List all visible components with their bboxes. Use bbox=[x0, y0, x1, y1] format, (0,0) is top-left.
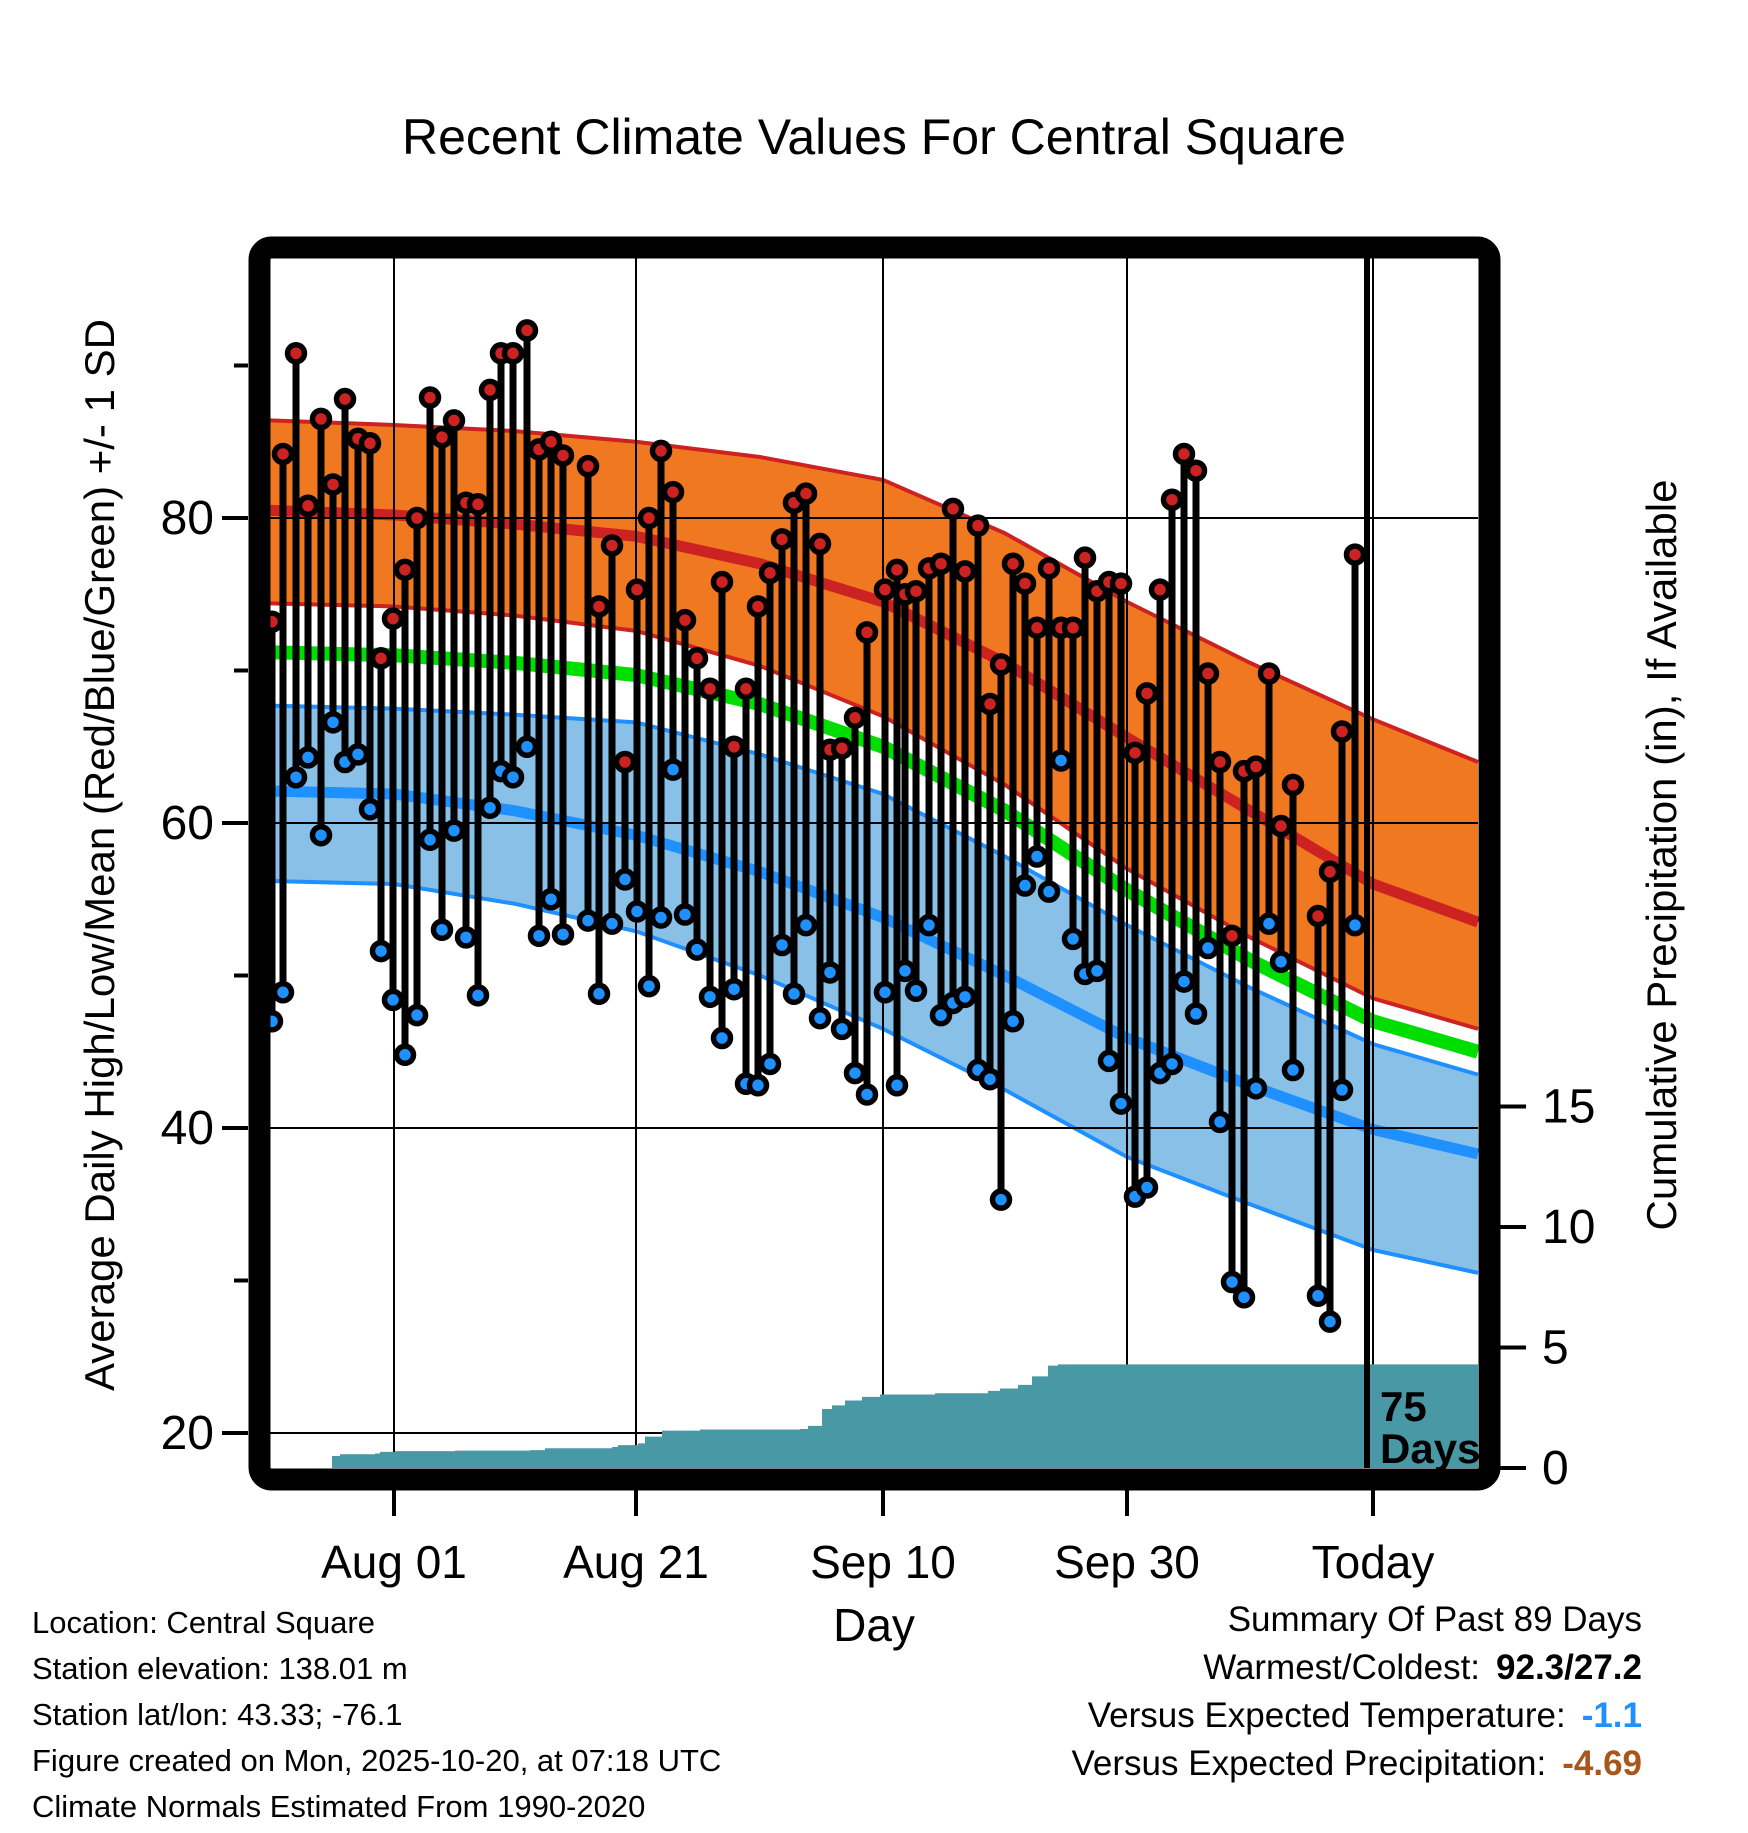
svg-text:60: 60 bbox=[161, 797, 214, 850]
days-available-annotation: 75 bbox=[1380, 1383, 1427, 1430]
summary-block: Summary Of Past 89 Days Warmest/Coldest:… bbox=[1072, 1596, 1643, 1788]
warmest-coldest-value: 92.3/27.2 bbox=[1496, 1648, 1642, 1687]
svg-text:Today: Today bbox=[1312, 1536, 1435, 1588]
summary-title: Summary Of Past 89 Days bbox=[1227, 1600, 1642, 1639]
svg-text:10: 10 bbox=[1542, 1201, 1595, 1254]
vs-precipitation-value: -4.69 bbox=[1562, 1744, 1642, 1783]
svg-text:40: 40 bbox=[161, 1102, 214, 1155]
summary-warmest-coldest: Warmest/Coldest: 92.3/27.2 bbox=[1203, 1648, 1642, 1687]
svg-text:80: 80 bbox=[161, 492, 214, 545]
svg-text:Sep 10: Sep 10 bbox=[810, 1536, 956, 1588]
page-title: Recent Climate Values For Central Square bbox=[402, 109, 1346, 165]
figure-created: Figure created on Mon, 2025-10-20, at 07… bbox=[32, 1743, 722, 1778]
cumulative-precip-area bbox=[326, 1364, 1478, 1468]
x-axis-title: Day bbox=[833, 1599, 915, 1651]
svg-text:Sep 30: Sep 30 bbox=[1054, 1536, 1200, 1588]
svg-text:5: 5 bbox=[1542, 1322, 1569, 1375]
svg-text:Aug 01: Aug 01 bbox=[321, 1536, 467, 1588]
station-latlon: Station lat/lon: 43.33; -76.1 bbox=[32, 1697, 403, 1732]
daily-high-low-stems bbox=[260, 319, 1367, 1333]
days-available-annotation-2: Days bbox=[1380, 1425, 1480, 1472]
station-info: Location: Central Square Station elevati… bbox=[32, 1600, 721, 1830]
axis-ticks: 80 60 40 20 0 5 10 15 Aug 01 Aug 21 Sep 10 Sep 30 To… bbox=[161, 363, 1595, 1588]
svg-text:20: 20 bbox=[161, 1407, 214, 1460]
summary-vs-temperature: Versus Expected Temperature: -1.1 bbox=[1087, 1696, 1642, 1735]
svg-text:0: 0 bbox=[1542, 1442, 1569, 1495]
high-band bbox=[270, 420, 1478, 1029]
left-axis-title: Average Daily High/Low/Mean (Red/Blue/Gr… bbox=[76, 319, 123, 1391]
svg-text:Aug 21: Aug 21 bbox=[563, 1536, 709, 1588]
right-axis-title: Cumulative Precipitation (in), If Availa… bbox=[1638, 479, 1685, 1231]
plot-frame bbox=[248, 236, 1501, 1491]
low-band bbox=[270, 705, 1478, 1273]
vs-temperature-value: -1.1 bbox=[1581, 1696, 1642, 1735]
station-elevation: Station elevation: 138.01 m bbox=[32, 1651, 408, 1686]
climate-normals-note: Climate Normals Estimated From 1990-2020 bbox=[32, 1789, 646, 1824]
station-location: Location: Central Square bbox=[32, 1605, 375, 1640]
summary-vs-precipitation: Versus Expected Precipitation: -4.69 bbox=[1071, 1744, 1643, 1783]
svg-text:15: 15 bbox=[1542, 1081, 1595, 1134]
